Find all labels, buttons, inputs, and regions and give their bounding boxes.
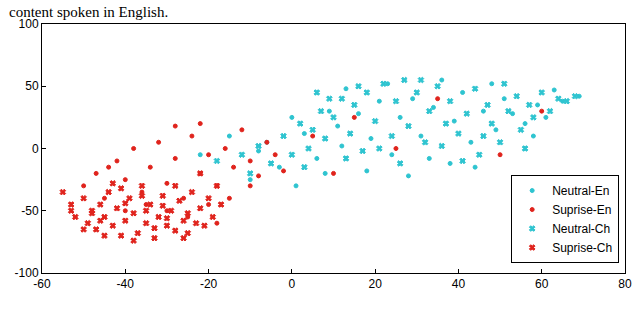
- svg-text:Suprise-En: Suprise-En: [552, 203, 611, 217]
- svg-text:-60: -60: [33, 277, 51, 291]
- svg-text:content spoken in English.: content spoken in English.: [9, 4, 168, 20]
- svg-text:-100: -100: [15, 266, 39, 280]
- svg-text:20: 20: [368, 277, 382, 291]
- svg-text:-50: -50: [21, 204, 39, 218]
- svg-text:0: 0: [32, 142, 39, 156]
- svg-text:Neutral-Ch: Neutral-Ch: [552, 222, 610, 236]
- svg-text:-40: -40: [117, 277, 135, 291]
- svg-text:100: 100: [19, 17, 39, 31]
- svg-text:40: 40: [452, 277, 466, 291]
- svg-text:80: 80: [618, 277, 632, 291]
- svg-text:60: 60: [535, 277, 549, 291]
- svg-text:0: 0: [289, 277, 296, 291]
- svg-text:-20: -20: [200, 277, 218, 291]
- svg-text:50: 50: [25, 79, 39, 93]
- svg-text:Neutral-En: Neutral-En: [552, 184, 609, 198]
- svg-text:Suprise-Ch: Suprise-Ch: [552, 241, 612, 255]
